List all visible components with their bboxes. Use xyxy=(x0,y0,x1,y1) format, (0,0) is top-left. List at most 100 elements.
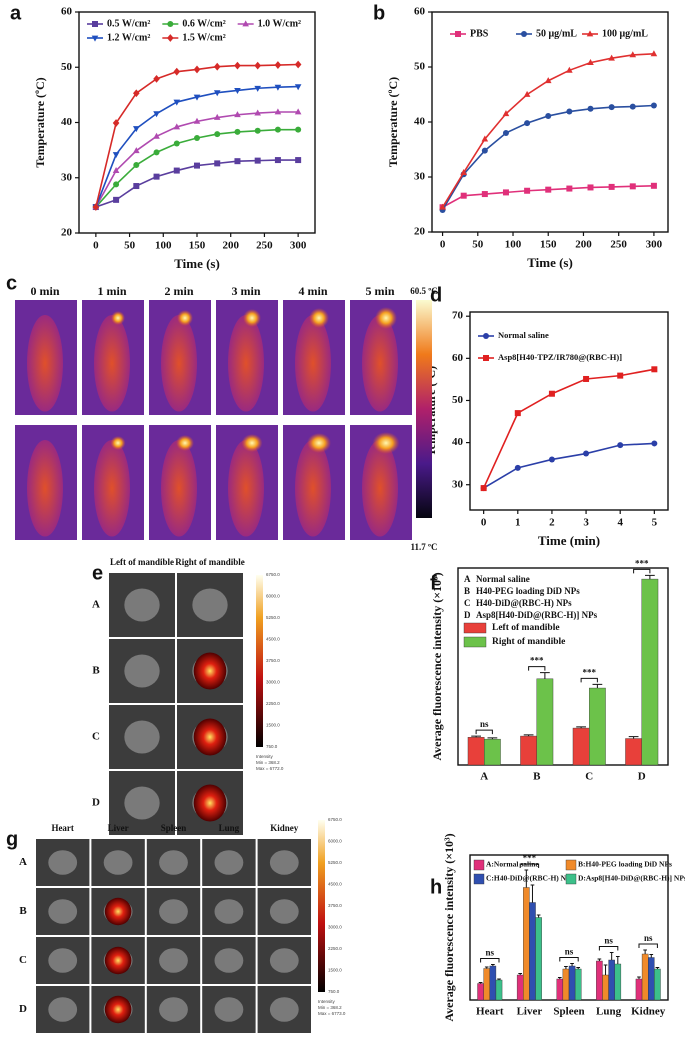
tissue xyxy=(159,899,188,924)
marker xyxy=(194,134,200,141)
marker xyxy=(295,126,302,133)
marker xyxy=(586,30,594,37)
bar xyxy=(614,963,622,1001)
tissue xyxy=(214,899,244,924)
scale-label: 1500.0 xyxy=(266,723,280,728)
bar xyxy=(477,983,484,1001)
marker xyxy=(112,166,120,173)
x-tick-label: Liver xyxy=(517,1006,543,1018)
significance-bracket xyxy=(480,958,500,963)
bar xyxy=(516,974,524,1001)
marker xyxy=(650,102,657,109)
marker xyxy=(193,94,201,101)
scale-label: 6000.0 xyxy=(328,839,342,844)
scale-caption: Max = 6772.0 xyxy=(256,766,284,771)
scale-label: 2250.0 xyxy=(266,701,280,706)
bar xyxy=(495,979,503,1001)
marker xyxy=(113,181,120,188)
bar xyxy=(572,727,590,766)
x-tick-label: 0 xyxy=(93,240,99,252)
legend-label: 1.2 W/cm² xyxy=(107,32,150,43)
bar xyxy=(529,902,536,1001)
bar xyxy=(596,960,603,1001)
marker xyxy=(294,84,302,91)
x-tick-label: 250 xyxy=(610,239,627,251)
marker xyxy=(113,196,120,203)
key-label: Normal saline xyxy=(476,574,530,584)
y-tick-label: 50 xyxy=(61,61,73,73)
marker xyxy=(92,21,98,27)
error-bar xyxy=(570,963,574,966)
bar xyxy=(648,957,655,1001)
significance-label: *** xyxy=(523,853,537,863)
significance-bracket xyxy=(638,943,658,948)
x-tick-label: Spleen xyxy=(553,1006,584,1018)
y-axis-label: Average fluorescence intensity (×10³) xyxy=(430,572,444,760)
column-label: Heart xyxy=(51,823,74,833)
marker xyxy=(481,191,488,198)
key-label: H40-PEG loading DiD NPs xyxy=(476,586,580,596)
tissue xyxy=(124,588,160,622)
x-axis-label: Time (min) xyxy=(538,533,600,548)
y-tick-label: 40 xyxy=(61,116,73,128)
scale-caption: Max = 6773.0 xyxy=(318,1011,346,1016)
error-bar xyxy=(523,734,534,737)
x-tick-label: 250 xyxy=(256,240,273,252)
marker xyxy=(234,88,241,95)
legend-label: 50 μg/mL xyxy=(536,28,577,39)
marker xyxy=(455,31,461,37)
marker xyxy=(629,183,636,190)
scale-label: 3750.0 xyxy=(266,658,280,663)
marker xyxy=(524,187,531,194)
bar xyxy=(574,968,582,1001)
row-label: C xyxy=(19,954,27,966)
hot-spot xyxy=(110,436,126,450)
panel-letter: c xyxy=(6,272,17,294)
marker xyxy=(254,61,261,70)
marker xyxy=(153,132,160,139)
fluorescence xyxy=(104,946,132,975)
y-axis-label: Temperature (ºC) xyxy=(33,77,47,167)
marker xyxy=(629,103,636,110)
marker xyxy=(294,108,302,115)
marker xyxy=(234,158,241,165)
marker xyxy=(480,485,487,492)
tissue xyxy=(269,899,299,924)
mouse-body xyxy=(27,314,63,412)
x-tick-label: 100 xyxy=(155,240,172,252)
marker xyxy=(460,192,467,199)
legend-label: PBS xyxy=(470,28,489,39)
hot-spot xyxy=(309,308,329,328)
fluorescence xyxy=(104,897,132,926)
mouse-body xyxy=(228,439,264,537)
y-tick-label: 40 xyxy=(414,116,426,128)
bar xyxy=(625,738,642,766)
panel-letter: f xyxy=(430,572,437,594)
key-letter: C xyxy=(464,598,471,608)
time-label: 3 min xyxy=(231,284,260,298)
significance-bracket xyxy=(598,946,619,951)
tissue xyxy=(269,850,299,875)
marker xyxy=(608,183,615,190)
marker xyxy=(153,74,160,83)
marker xyxy=(587,59,594,65)
significance-label: ns xyxy=(565,947,574,957)
marker xyxy=(92,203,100,211)
x-tick-label: B xyxy=(533,771,541,783)
y-tick-label: 60 xyxy=(452,352,464,364)
marker xyxy=(502,130,509,136)
marker xyxy=(213,113,221,120)
marker xyxy=(460,169,468,175)
legend-label: Asp8[H40-TPZ/IR780@(RBC-H)] xyxy=(498,352,622,362)
row-label: C xyxy=(92,731,100,743)
scale-label: 5250.0 xyxy=(328,860,342,865)
marker xyxy=(173,123,181,130)
fluorescence xyxy=(104,995,132,1024)
scale-label: 3000.0 xyxy=(328,925,342,930)
legend-label: Left of mandible xyxy=(492,623,560,633)
time-label: 5 min xyxy=(365,284,394,298)
row-label: A xyxy=(19,856,27,868)
bar xyxy=(523,887,530,1001)
marker xyxy=(587,105,594,112)
